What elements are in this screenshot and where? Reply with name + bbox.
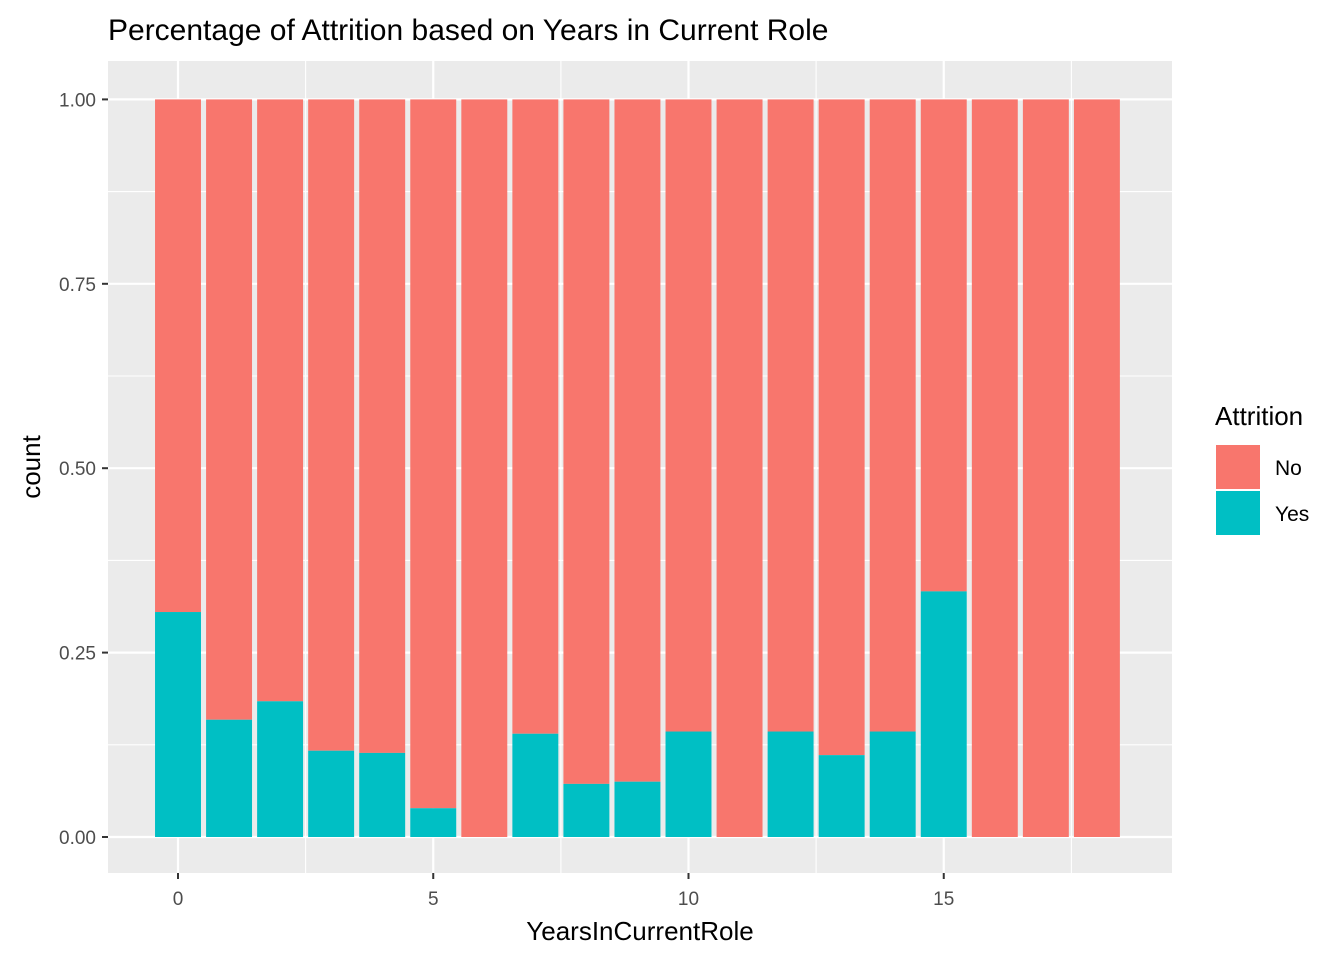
bar-yes-13 (818, 755, 865, 837)
bar-no-2 (257, 99, 304, 702)
legend-label-yes: Yes (1275, 503, 1309, 526)
bar-yes-12 (767, 731, 814, 837)
bar-no-18 (1073, 99, 1120, 837)
y-tick-label: 0.75 (59, 275, 96, 296)
bar-yes-14 (869, 731, 916, 837)
bar-no-5 (410, 99, 457, 809)
chart-title: Percentage of Attrition based on Years i… (108, 14, 828, 47)
x-tick-label: 10 (678, 889, 699, 910)
x-axis-title: YearsInCurrentRole (526, 916, 753, 946)
bar-no-0 (155, 99, 201, 613)
bar-no-7 (512, 99, 559, 734)
bar-no-9 (614, 99, 661, 782)
bar-no-17 (1022, 99, 1069, 837)
y-tick-label: 1.00 (59, 90, 96, 111)
bar-no-14 (869, 99, 916, 732)
bar-yes-5 (410, 808, 457, 837)
bar-yes-0 (155, 612, 201, 837)
bar-yes-15 (920, 591, 967, 837)
bar-no-8 (563, 99, 610, 784)
bar-yes-2 (257, 701, 304, 837)
bar-no-15 (920, 99, 967, 592)
legend-label-no: No (1275, 457, 1302, 480)
bar-no-11 (716, 99, 763, 837)
y-tick-label: 0.25 (59, 644, 96, 665)
y-tick-label: 0.50 (59, 459, 96, 480)
legend-key-no (1214, 443, 1262, 491)
x-tick-label: 5 (428, 889, 439, 910)
bar-yes-8 (563, 783, 610, 837)
bar-no-10 (665, 99, 712, 732)
y-axis-title: count (16, 434, 46, 498)
bar-yes-3 (308, 750, 355, 837)
legend-title: Attrition (1215, 401, 1303, 431)
y-axis: 0.00 0.25 0.50 0.75 1.00 (59, 90, 108, 849)
bar-no-3 (308, 99, 355, 751)
bar-no-12 (767, 99, 814, 732)
y-tick-label: 0.00 (59, 828, 96, 849)
bar-yes-1 (206, 719, 253, 837)
bar-yes-7 (512, 733, 559, 837)
legend-key-yes (1214, 489, 1262, 537)
bar-yes-10 (665, 731, 712, 837)
bar-no-1 (206, 99, 253, 720)
x-tick-label: 0 (173, 889, 184, 910)
legend: Attrition No Yes (1214, 401, 1309, 537)
x-tick-label: 15 (933, 889, 954, 910)
bar-yes-4 (359, 752, 406, 837)
bar-no-16 (971, 99, 1018, 837)
bar-no-6 (461, 99, 508, 837)
bar-no-4 (359, 99, 406, 753)
bar-no-13 (818, 99, 865, 756)
bars (155, 99, 1120, 837)
bar-yes-9 (614, 781, 661, 837)
x-axis: 0 5 10 15 (173, 873, 954, 910)
